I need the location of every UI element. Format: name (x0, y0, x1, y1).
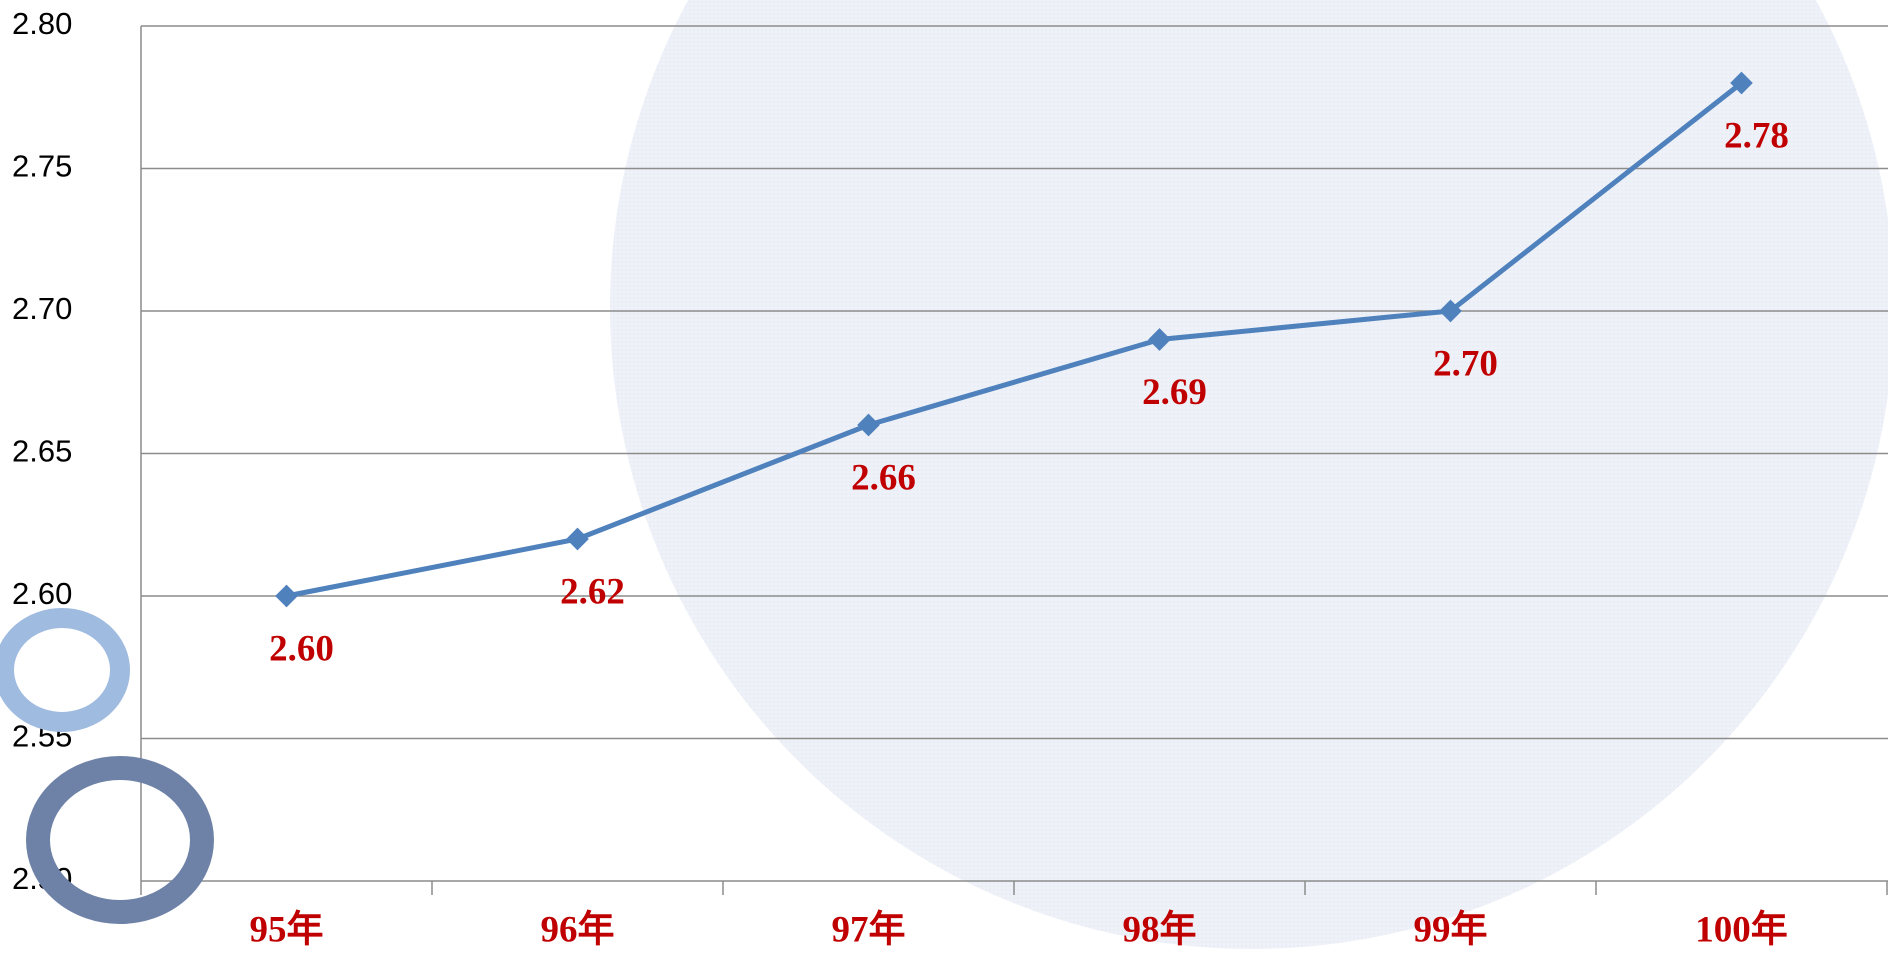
data-label: 2.69 (1142, 372, 1207, 413)
marker (1148, 328, 1171, 351)
data-label: 2.62 (560, 571, 625, 612)
line (286, 81, 1744, 599)
decor-ring (0, 608, 130, 732)
x-tick-label: 95年 (250, 908, 324, 950)
data-label: 2.78 (1724, 115, 1789, 156)
y-tick-label: 2.60 (12, 576, 72, 611)
y-tick-label: 2.75 (12, 149, 72, 184)
x-tick-label: 96年 (541, 908, 615, 950)
marker (566, 527, 589, 551)
x-tick-label: 98年 (1123, 908, 1197, 950)
x-tick-label: 97年 (832, 908, 906, 950)
y-tick-label: 2.80 (12, 6, 72, 41)
data-label: 2.66 (851, 457, 916, 498)
x-tick-label: 100年 (1695, 908, 1788, 950)
y-tick-label: 2.65 (12, 434, 72, 469)
y-tick-label: 2.70 (12, 291, 72, 326)
data-label: 2.70 (1433, 343, 1498, 384)
marker (1730, 71, 1753, 95)
background-circle (610, 0, 1888, 949)
decor-ring (26, 756, 214, 924)
data-label: 2.60 (269, 628, 334, 669)
x-tick-label: 99年 (1414, 908, 1488, 950)
marker (275, 584, 298, 608)
marker (857, 413, 880, 437)
marker (1439, 299, 1462, 323)
